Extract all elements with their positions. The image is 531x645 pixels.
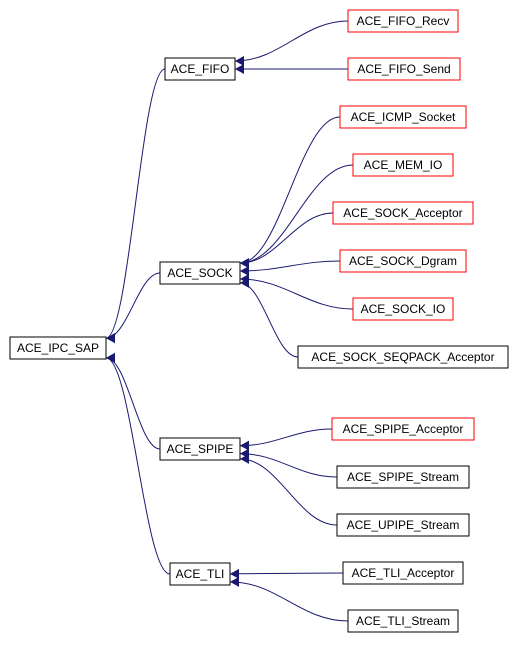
node-label: ACE_UPIPE_Stream <box>347 518 460 532</box>
arrowhead <box>235 64 244 74</box>
edge <box>240 283 298 357</box>
node-sock_io: ACE_SOCK_IO <box>353 298 453 320</box>
arrowhead <box>240 258 249 268</box>
edge <box>230 573 343 574</box>
arrowhead <box>230 569 239 579</box>
node-label: ACE_TLI_Stream <box>356 614 450 628</box>
arrowhead <box>240 441 249 451</box>
arrowhead <box>240 266 249 276</box>
inheritance-diagram: ACE_IPC_SAP ACE_FIFO ACE_SOCK ACE_SPIPE ACE_… <box>0 0 531 645</box>
node-sock: ACE_SOCK <box>160 262 240 284</box>
node-tli_acceptor: ACE_TLI_Acceptor <box>343 562 463 584</box>
node-tli_stream: ACE_TLI_Stream <box>348 610 458 632</box>
edge <box>240 117 340 263</box>
edge <box>240 213 333 263</box>
edge <box>240 429 332 446</box>
edge <box>235 21 348 61</box>
node-label: ACE_SOCK_Dgram <box>349 254 457 268</box>
node-spipe_acceptor: ACE_SPIPE_Acceptor <box>332 418 474 440</box>
arrowhead <box>230 577 239 587</box>
node-tli: ACE_TLI <box>170 563 230 585</box>
node-label: ACE_MEM_IO <box>364 158 443 172</box>
node-fifo_recv: ACE_FIFO_Recv <box>348 10 458 32</box>
arrowhead <box>106 353 115 363</box>
node-label: ACE_SOCK_Acceptor <box>343 206 462 220</box>
edge <box>230 582 348 621</box>
node-root: ACE_IPC_SAP <box>10 337 106 359</box>
node-fifo: ACE_FIFO <box>165 58 235 80</box>
edge <box>106 358 160 449</box>
node-label: ACE_FIFO_Recv <box>357 14 450 28</box>
edge <box>106 69 165 338</box>
node-label: ACE_TLI <box>176 567 225 581</box>
edge <box>106 358 170 574</box>
node-icmp_socket: ACE_ICMP_Socket <box>340 106 466 128</box>
edge <box>240 279 353 309</box>
edge <box>240 261 340 271</box>
node-label: ACE_FIFO_Send <box>357 62 450 76</box>
node-label: ACE_IPC_SAP <box>17 341 99 355</box>
edge <box>240 459 337 525</box>
node-spipe: ACE_SPIPE <box>160 438 240 460</box>
node-label: ACE_ICMP_Socket <box>351 110 456 124</box>
node-label: ACE_SOCK_SEQPACK_Acceptor <box>311 350 494 364</box>
node-upipe_stream: ACE_UPIPE_Stream <box>337 514 469 536</box>
node-label: ACE_FIFO <box>171 62 230 76</box>
node-label: ACE_SPIPE_Acceptor <box>343 422 464 436</box>
node-label: ACE_TLI_Acceptor <box>352 566 455 580</box>
node-label: ACE_SPIPE <box>167 442 234 456</box>
node-sock_acceptor: ACE_SOCK_Acceptor <box>333 202 473 224</box>
edge <box>240 454 337 477</box>
node-mem_io: ACE_MEM_IO <box>353 154 453 176</box>
node-spipe_stream: ACE_SPIPE_Stream <box>337 466 469 488</box>
node-label: ACE_SPIPE_Stream <box>347 470 459 484</box>
node-sock_seqpack: ACE_SOCK_SEQPACK_Acceptor <box>298 346 508 368</box>
node-sock_dgram: ACE_SOCK_Dgram <box>340 250 466 272</box>
node-label: ACE_SOCK <box>167 266 232 280</box>
node-label: ACE_SOCK_IO <box>361 302 446 316</box>
arrowhead <box>235 56 244 66</box>
node-fifo_send: ACE_FIFO_Send <box>348 58 460 80</box>
edge <box>106 273 160 338</box>
